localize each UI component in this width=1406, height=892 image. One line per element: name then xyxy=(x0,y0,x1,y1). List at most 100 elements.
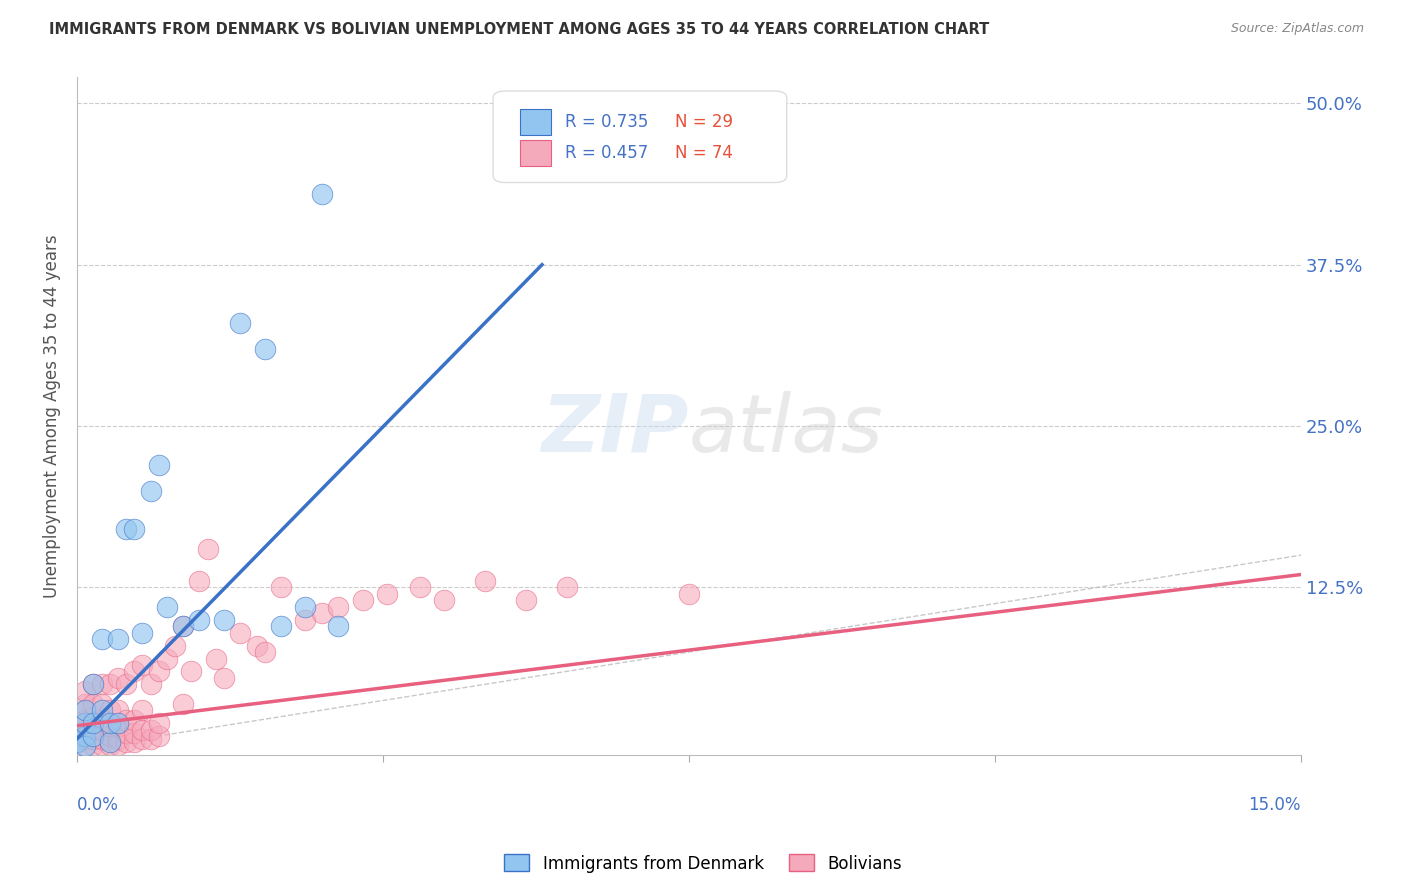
Point xyxy=(90,731,112,746)
Point xyxy=(75,703,97,717)
Point xyxy=(148,716,170,731)
Point xyxy=(75,697,97,711)
Point xyxy=(115,714,138,728)
Point xyxy=(408,581,430,595)
Point xyxy=(352,593,374,607)
Point xyxy=(98,735,121,749)
Point xyxy=(98,703,121,717)
Point xyxy=(90,677,112,691)
Point xyxy=(131,731,153,746)
Point xyxy=(229,316,252,330)
FancyBboxPatch shape xyxy=(520,110,551,135)
Point xyxy=(139,723,162,737)
Point xyxy=(253,645,276,659)
Point xyxy=(107,719,129,733)
Text: atlas: atlas xyxy=(689,391,883,469)
Point xyxy=(188,574,211,588)
Text: N = 29: N = 29 xyxy=(675,113,734,131)
Point xyxy=(229,625,252,640)
Point xyxy=(326,619,349,633)
Point xyxy=(156,651,179,665)
Point xyxy=(75,738,97,752)
Point xyxy=(75,739,97,754)
Point xyxy=(311,607,333,621)
Point xyxy=(197,541,219,556)
Point xyxy=(82,677,104,691)
Point xyxy=(131,703,153,717)
Point xyxy=(82,731,104,746)
Text: R = 0.735: R = 0.735 xyxy=(565,113,648,131)
Point xyxy=(131,657,153,672)
Point xyxy=(122,714,145,728)
Point xyxy=(107,671,129,685)
Point xyxy=(98,716,121,731)
Text: 0.0%: 0.0% xyxy=(77,796,120,814)
Point xyxy=(107,632,129,647)
Point xyxy=(82,738,104,752)
Point xyxy=(139,677,162,691)
Point xyxy=(148,458,170,472)
Text: IMMIGRANTS FROM DENMARK VS BOLIVIAN UNEMPLOYMENT AMONG AGES 35 TO 44 YEARS CORRE: IMMIGRANTS FROM DENMARK VS BOLIVIAN UNEM… xyxy=(49,22,990,37)
Point xyxy=(245,639,267,653)
Point xyxy=(122,665,145,679)
Point xyxy=(90,703,112,717)
Point xyxy=(148,665,170,679)
Point xyxy=(98,729,121,743)
Point xyxy=(433,593,456,607)
Point xyxy=(107,731,129,746)
Point xyxy=(66,716,89,731)
Point xyxy=(66,729,89,743)
Point xyxy=(75,716,97,731)
Point xyxy=(75,723,97,737)
Point xyxy=(148,729,170,743)
Point xyxy=(82,697,104,711)
Point xyxy=(90,714,112,728)
Legend: Immigrants from Denmark, Bolivians: Immigrants from Denmark, Bolivians xyxy=(498,847,908,880)
Point xyxy=(75,731,97,746)
Y-axis label: Unemployment Among Ages 35 to 44 years: Unemployment Among Ages 35 to 44 years xyxy=(44,235,60,599)
Point xyxy=(326,599,349,614)
Point xyxy=(212,613,235,627)
Point xyxy=(75,729,97,743)
Point xyxy=(270,619,292,633)
Point xyxy=(253,342,276,356)
Text: N = 74: N = 74 xyxy=(675,144,734,161)
Point xyxy=(131,625,153,640)
Point xyxy=(98,738,121,752)
Point xyxy=(90,738,112,752)
Point xyxy=(82,723,104,737)
Point xyxy=(98,719,121,733)
Point xyxy=(115,677,138,691)
Point xyxy=(90,697,112,711)
Point xyxy=(90,632,112,647)
Point xyxy=(66,735,89,749)
Point xyxy=(66,735,89,749)
Point xyxy=(139,483,162,498)
Point xyxy=(294,613,316,627)
Point xyxy=(311,186,333,201)
Point xyxy=(82,709,104,723)
Point xyxy=(90,723,112,737)
Point xyxy=(107,703,129,717)
Point xyxy=(122,735,145,749)
Point xyxy=(122,522,145,536)
Point xyxy=(107,716,129,731)
Point xyxy=(75,703,97,717)
Point xyxy=(555,581,578,595)
Point xyxy=(180,665,202,679)
Point xyxy=(270,581,292,595)
Point xyxy=(375,587,398,601)
Point xyxy=(107,738,129,752)
Point xyxy=(172,619,194,633)
Point xyxy=(163,639,186,653)
Point xyxy=(75,683,97,698)
Point xyxy=(122,726,145,740)
Point xyxy=(82,677,104,691)
Point xyxy=(131,723,153,737)
Point xyxy=(172,619,194,633)
Point xyxy=(98,677,121,691)
Point xyxy=(156,599,179,614)
Text: Source: ZipAtlas.com: Source: ZipAtlas.com xyxy=(1230,22,1364,36)
Point xyxy=(115,735,138,749)
Point xyxy=(188,613,211,627)
